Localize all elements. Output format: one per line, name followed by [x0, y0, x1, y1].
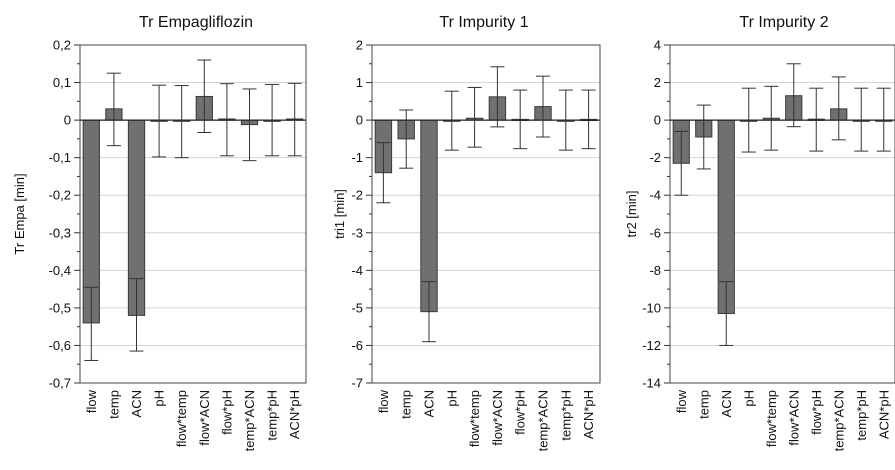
y-tick-label: 0,2: [53, 38, 71, 53]
x-tick-label: flow*pH: [513, 390, 528, 435]
x-tick-label: ACN*pH: [287, 390, 302, 439]
x-tick-label: flow*ACN: [197, 390, 212, 446]
y-tick-label: -1: [351, 150, 363, 165]
y-tick-label: -4: [649, 188, 661, 203]
y-tick-label: 2: [356, 38, 363, 53]
x-tick-label: ACN: [719, 390, 734, 417]
plot-frame: [79, 44, 307, 384]
y-tick-label: -0,1: [49, 150, 71, 165]
y-tick-label: 1: [356, 75, 363, 90]
plot-frame: [371, 44, 601, 384]
y-tick-label: -6: [351, 338, 363, 353]
x-tick-label: pH: [444, 390, 459, 407]
x-tick-label: flow*ACN: [786, 390, 801, 446]
x-tick-label: temp*pH: [265, 390, 280, 441]
y-axis-label: Tr Empa [min]: [12, 173, 27, 254]
chart-panel-3: Tr Impurity 2 tr2 [min] 4 2 0 -2 -4 -6 -8 -10 -12 -…: [624, 14, 895, 451]
x-tick-label: flow*temp: [764, 390, 779, 447]
x-tick-label: flow: [84, 389, 99, 413]
x-tick-label: temp*ACN: [242, 390, 257, 451]
chart-panel-2: Tr Impurity 1 tri1 [min] 2 1 0 -1 -2 -3 -4 -5 -6 -7…: [332, 14, 601, 451]
y-tick-label: -7: [351, 376, 363, 391]
x-tick-label: temp: [106, 390, 121, 419]
x-tick-label: ACN*pH: [876, 390, 891, 439]
x-tick-label: temp: [696, 390, 711, 419]
y-tick-label: -2: [351, 188, 363, 203]
y-tick-label: 4: [654, 38, 661, 53]
x-tick-label: flow*ACN: [490, 390, 505, 446]
y-tick-label: 0: [64, 113, 71, 128]
y-tick-label: -0,7: [49, 376, 71, 391]
y-tick-label: -0,4: [49, 263, 71, 278]
y-tick-label: 0: [356, 113, 363, 128]
x-tick-label: temp*pH: [558, 390, 573, 441]
x-tick-label: temp*pH: [854, 390, 869, 441]
x-tick-label: temp*ACN: [536, 390, 551, 451]
x-tick-label: flow: [674, 389, 689, 413]
x-tick-label: ACN*pH: [581, 390, 596, 439]
y-tick-label: -8: [649, 263, 661, 278]
y-tick-label: -3: [351, 225, 363, 240]
y-tick-label: -0,3: [49, 225, 71, 240]
x-tick-label: temp: [399, 390, 414, 419]
chart-title: Tr Impurity 2: [739, 14, 828, 31]
y-tick-label: -0,6: [49, 338, 71, 353]
y-tick-label: -2: [649, 150, 661, 165]
y-axis-label: tri1 [min]: [332, 189, 347, 239]
y-tick-label: -6: [649, 225, 661, 240]
y-tick-label: -4: [351, 263, 363, 278]
x-tick-label: ACN: [422, 390, 437, 417]
y-axis-label: tr2 [min]: [624, 191, 639, 238]
y-tick-label: 2: [654, 75, 661, 90]
plot-frame: [669, 44, 895, 384]
x-tick-label: flow*temp: [467, 390, 482, 447]
y-tick-label: 0,1: [53, 75, 71, 90]
x-tick-label: flow: [376, 389, 391, 413]
x-tick-label: flow*pH: [219, 390, 234, 435]
x-tick-label: temp*ACN: [831, 390, 846, 451]
x-tick-label: flow*pH: [809, 390, 824, 435]
y-tick-label: -0,2: [49, 188, 71, 203]
chart-panel-1: Tr Empagliflozin Tr Empa [min] 0,2 0,1 0 -0,1…: [12, 14, 307, 451]
x-tick-label: ACN: [129, 390, 144, 417]
x-tick-label: flow*temp: [174, 390, 189, 447]
y-tick-label: -0,5: [49, 300, 71, 315]
y-tick-label: 0: [654, 113, 661, 128]
x-tick-label: pH: [741, 390, 756, 407]
chart-title: Tr Impurity 1: [439, 14, 528, 31]
x-tick-label: pH: [152, 390, 167, 407]
y-tick-label: -12: [642, 338, 661, 353]
y-tick-label: -10: [642, 300, 661, 315]
y-tick-label: -5: [351, 300, 363, 315]
y-tick-label: -14: [642, 376, 661, 391]
chart-title: Tr Empagliflozin: [139, 14, 253, 31]
